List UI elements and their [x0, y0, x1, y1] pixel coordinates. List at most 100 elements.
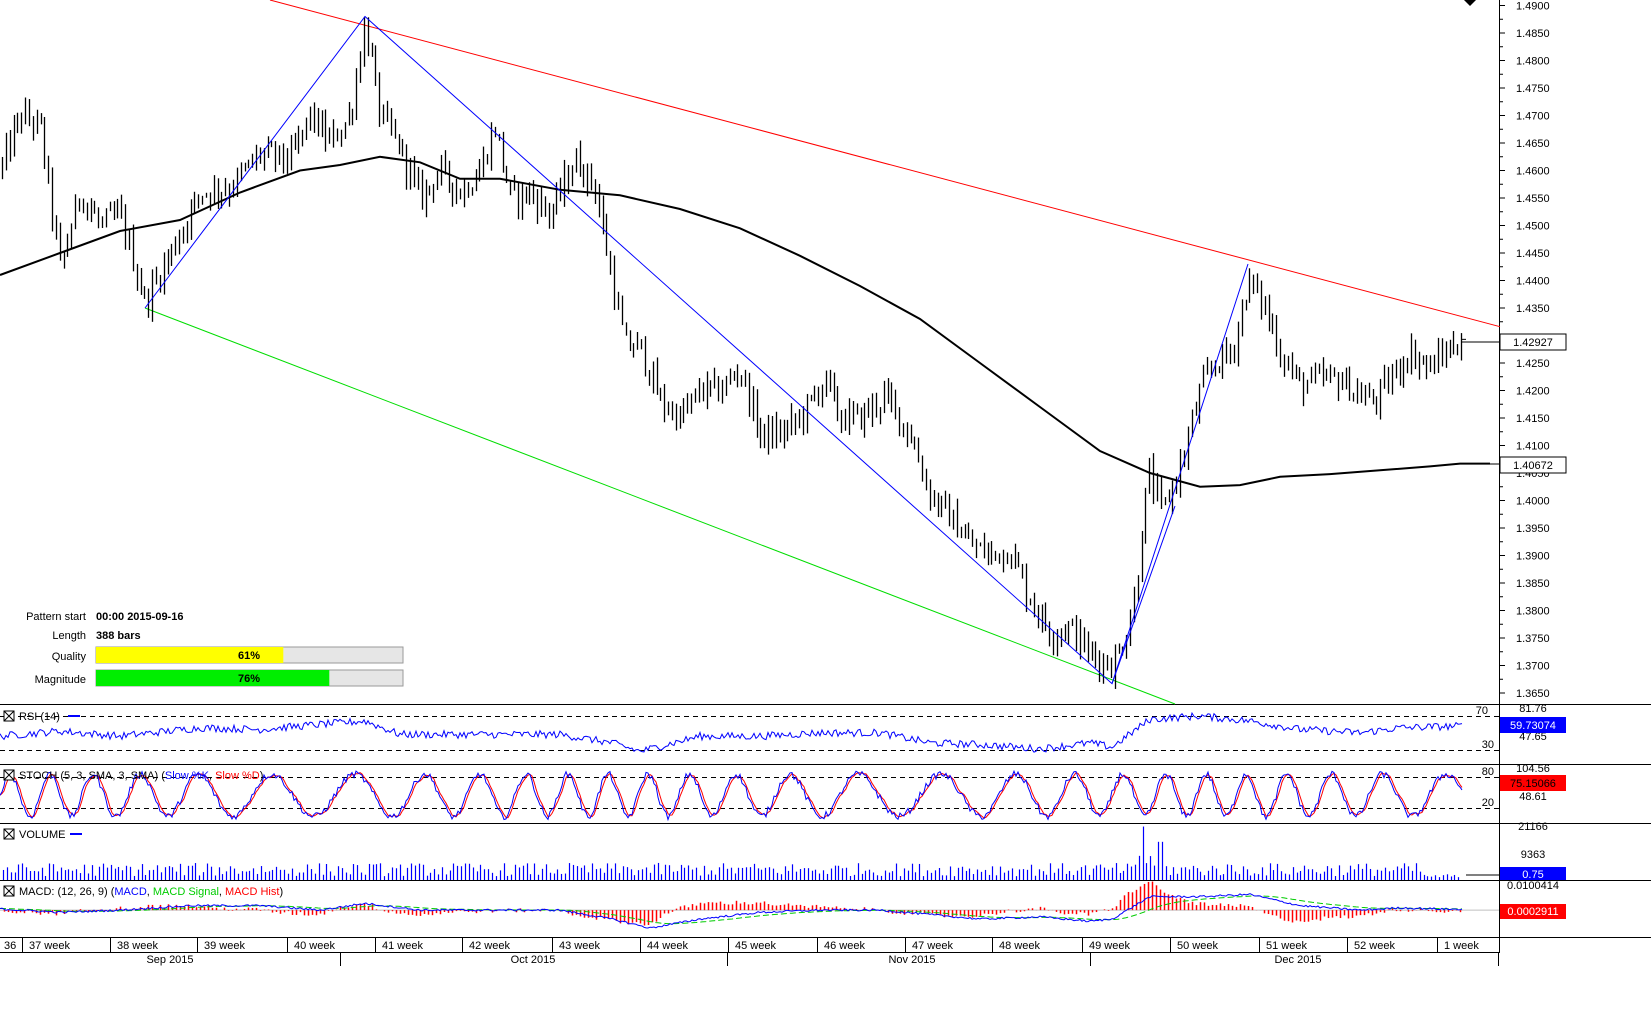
stoch-title: STOCH (5, 3, SMA, 3, SMA) (Slow %K, Slow…: [19, 770, 263, 782]
length-label: Length: [52, 630, 86, 642]
rsi-level-70-label: 70: [1476, 705, 1488, 717]
price-tick-label: 1.4150: [1516, 413, 1550, 425]
length-value: 388 bars: [96, 630, 141, 642]
stoch-last-box: [1500, 775, 1566, 791]
price-tick-label: 1.3750: [1516, 633, 1550, 645]
price-tick-label: 1.4600: [1516, 166, 1550, 178]
volume-last-value: 0.75: [1522, 869, 1543, 881]
month-label: Oct 2015: [511, 954, 556, 966]
macd-last-box: [1500, 904, 1566, 919]
stochastic-pane: STOCH (5, 3, SMA, 3, SMA) (Slow %K, Slow…: [0, 763, 1566, 822]
ma-value-label: 1.40672: [1513, 460, 1553, 472]
stoch-level-80-label: 80: [1482, 766, 1494, 778]
week-label: 45 week: [735, 940, 776, 952]
stoch-last-value: 75.15066: [1510, 778, 1556, 790]
magnitude-value: 76%: [238, 673, 260, 685]
macd-signal-legend: MACD Signal: [153, 886, 219, 898]
last-price-box: [1499, 333, 1567, 351]
price-tick-label: 1.3800: [1516, 606, 1550, 618]
last-price-label: 1.42927: [1513, 337, 1553, 349]
week-label: 47 week: [912, 940, 953, 952]
stoch-k-legend: Slow %K: [165, 770, 210, 782]
price-tick-label: 1.4000: [1516, 496, 1550, 508]
price-tick-label: 1.4900: [1516, 1, 1550, 13]
magnitude-label: Magnitude: [35, 674, 86, 686]
price-bars: [1, 16, 1466, 689]
volume-title: VOLUME: [19, 829, 65, 841]
week-label: 1 week: [1444, 940, 1479, 952]
macd-pane: MACD: (12, 26, 9) (MACD, MACD Signal, MA…: [0, 880, 1566, 929]
macd-hist-legend: MACD Hist: [225, 886, 279, 898]
macd-title-main: MACD: (12, 26, 9): [19, 886, 108, 898]
rsi-title: RSI (14): [19, 711, 60, 723]
resistance-line: [269, 0, 1501, 328]
volume-last-box: [1500, 867, 1566, 880]
price-tick-label: 1.4650: [1516, 138, 1550, 150]
pattern-lines: [144, 0, 1501, 705]
week-label: 49 week: [1089, 940, 1130, 952]
rsi-scale-mid: 47.65: [1519, 731, 1547, 743]
pattern-zigzag: [144, 15, 1249, 685]
month-label: Nov 2015: [888, 954, 935, 966]
month-label: Dec 2015: [1274, 954, 1321, 966]
price-tick-label: 1.4700: [1516, 111, 1550, 123]
volume-bars: [2, 826, 1460, 880]
week-label: 37 week: [29, 940, 70, 952]
week-label: 41 week: [382, 940, 423, 952]
rsi-last-box: [1500, 717, 1566, 733]
price-tick-label: 1.4850: [1516, 28, 1550, 40]
rsi-pane: RSI (14) 70 30 81.76 47.65 59.73074: [0, 703, 1566, 753]
week-label: 39 week: [204, 940, 245, 952]
week-label: 38 week: [117, 940, 158, 952]
volume-scale-mid: 9363: [1521, 849, 1545, 861]
price-tick-label: 1.4200: [1516, 386, 1550, 398]
week-label: 36: [4, 940, 16, 952]
price-tick-label: 1.4500: [1516, 221, 1550, 233]
zigzag-line: [144, 15, 1249, 685]
pattern-start-value: 00:00 2015-09-16: [96, 611, 183, 623]
stoch-slow-k-line: [0, 769, 1463, 822]
quality-label: Quality: [52, 651, 87, 663]
price-tick-label: 1.4100: [1516, 441, 1550, 453]
volume-pane: VOLUME 21166 9363 0.75: [2, 821, 1566, 881]
macd-last-value: 0.0002911: [1507, 906, 1558, 918]
zigzag-partial-line: [1111, 505, 1176, 684]
quality-bar-fill: [96, 647, 284, 663]
price-tick-label: 1.4550: [1516, 193, 1550, 205]
week-label: 43 week: [559, 940, 600, 952]
price-tick-label: 1.4800: [1516, 56, 1550, 68]
magnitude-bar-fill: [96, 670, 330, 686]
pane-borders: [0, 0, 1651, 952]
macd-line: [0, 893, 1463, 929]
week-label: 50 week: [1177, 940, 1218, 952]
price-tick-label: 1.3650: [1516, 688, 1550, 700]
quality-value: 61%: [238, 650, 260, 662]
moving-average-line: [0, 155, 1490, 488]
stoch-title-main: STOCH (5, 3, SMA, 3, SMA): [19, 770, 158, 782]
week-label: 42 week: [469, 940, 510, 952]
rsi-last-value: 59.73074: [1510, 720, 1556, 732]
week-label: 44 week: [647, 940, 688, 952]
rsi-scale-high: 81.76: [1519, 703, 1547, 715]
price-axis: 1.4900 1.4850 1.4800 1.4750 1.4700 1.4650 1.46…: [1500, 1, 1550, 700]
price-tick-label: 1.3900: [1516, 551, 1550, 563]
macd-title: MACD: (12, 26, 9) (MACD, MACD Signal, MA…: [19, 886, 283, 898]
pattern-start-label: Pattern start: [26, 611, 86, 623]
price-tick-label: 1.4400: [1516, 276, 1550, 288]
price-tick-label: 1.3950: [1516, 523, 1550, 535]
week-label: 48 week: [999, 940, 1040, 952]
week-label: 52 week: [1354, 940, 1395, 952]
stoch-level-20-label: 20: [1482, 797, 1494, 809]
price-tick-label: 1.4750: [1516, 83, 1550, 95]
month-label: Sep 2015: [146, 954, 193, 966]
stoch-scale-high: 104.56: [1516, 763, 1550, 775]
rsi-level-30-label: 30: [1482, 739, 1494, 751]
rsi-line: [0, 711, 1463, 753]
price-tick-label: 1.3700: [1516, 661, 1550, 673]
time-axis: 36 37 week 38 week 39 week 40 week 41 week 42 …: [0, 938, 1500, 966]
macd-scale-high: 0.0100414: [1507, 880, 1559, 892]
week-label: 51 week: [1266, 940, 1307, 952]
week-label: 46 week: [824, 940, 865, 952]
price-tick-label: 1.4250: [1516, 358, 1550, 370]
